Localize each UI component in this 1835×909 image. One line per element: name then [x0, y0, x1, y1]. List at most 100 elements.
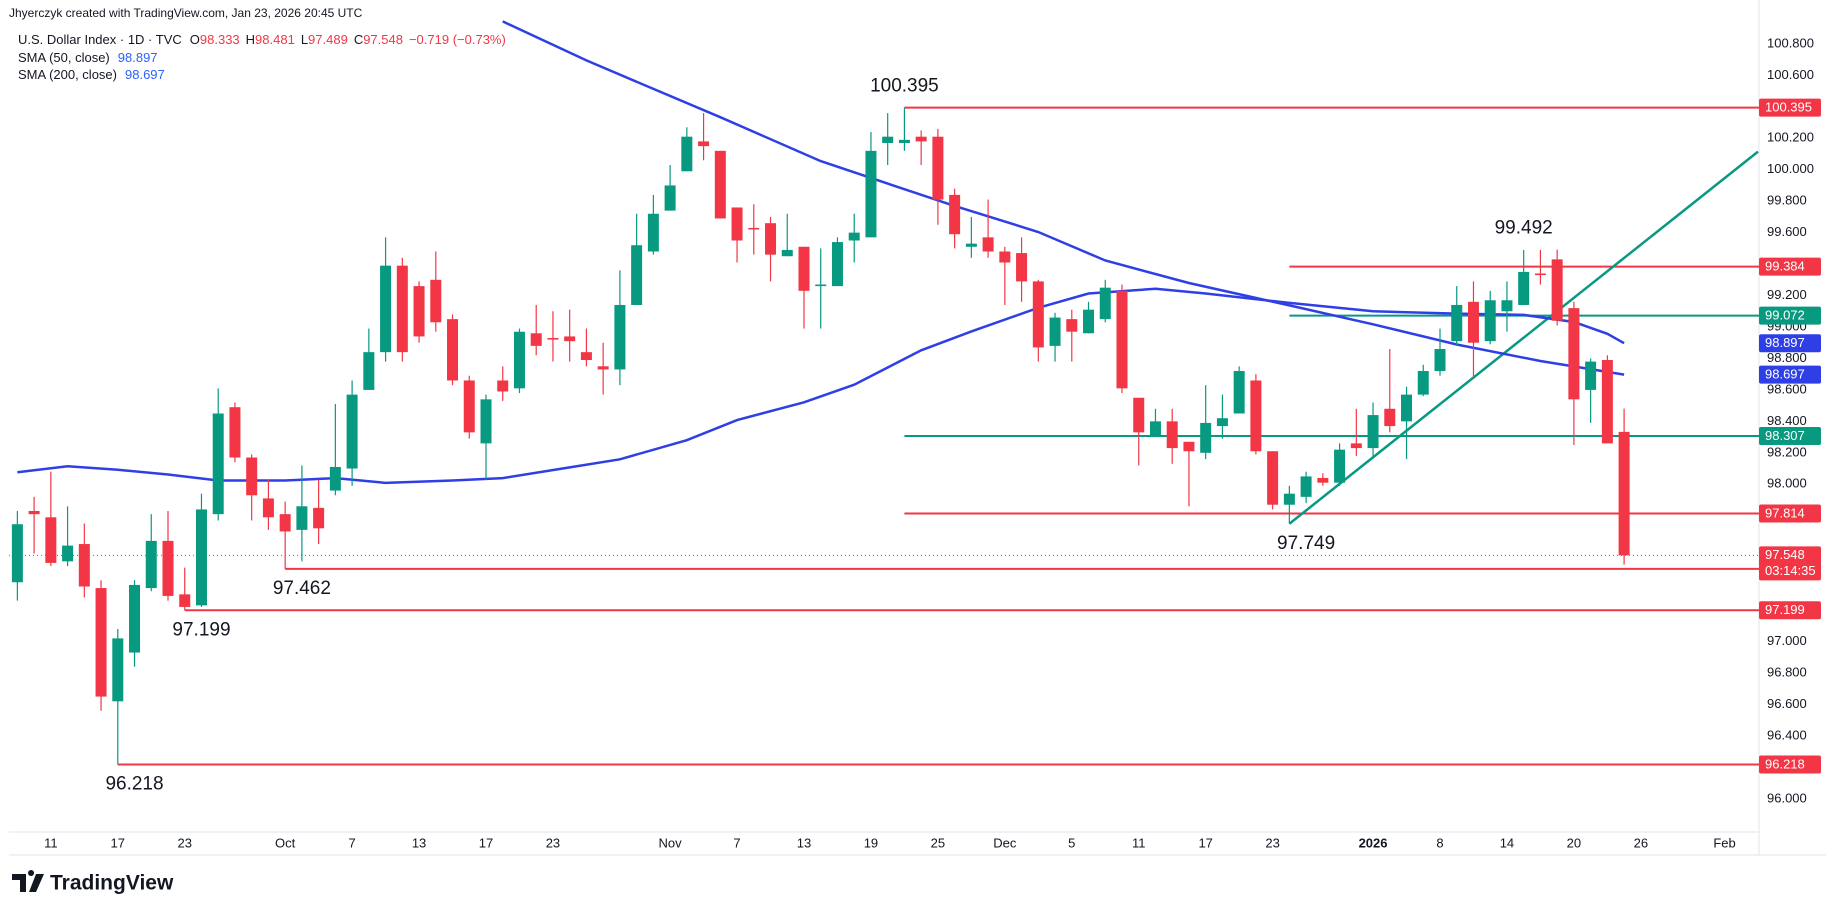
sma-line [502, 20, 1625, 376]
candle-body [530, 333, 542, 346]
level-label-box [1759, 98, 1821, 117]
candle-body [396, 265, 408, 353]
annotation: 97.749 [1277, 533, 1335, 554]
y-tick-label: 99.800 [1767, 193, 1807, 208]
candle-body [329, 466, 341, 491]
candle-body [346, 394, 358, 469]
candle-body [380, 265, 392, 353]
candle-body [731, 207, 743, 241]
plot [9, 20, 1759, 766]
candle-body [1618, 431, 1630, 556]
candle-body [1200, 422, 1212, 453]
sma-value: 98.897 [118, 50, 158, 65]
x-tick-label: 23 [546, 835, 560, 850]
level-label-box [1759, 257, 1821, 276]
candle-body [1133, 397, 1145, 433]
x-tick-label: 20 [1567, 835, 1581, 850]
x-tick-label: 17 [111, 835, 125, 850]
candle-body [815, 284, 827, 287]
candle-body [1501, 300, 1513, 312]
candle-body [463, 380, 475, 433]
x-tick-label: 5 [1068, 835, 1075, 850]
candle-body [1233, 371, 1245, 414]
candle-body [313, 507, 325, 529]
candle-body [262, 498, 274, 518]
level-label-text: 99.072 [1765, 308, 1805, 323]
candle-body [882, 136, 894, 143]
countdown: 03:14:35 [1765, 563, 1816, 578]
x-tick-label: 2026 [1359, 835, 1388, 850]
y-tick-label: 98.200 [1767, 444, 1807, 459]
letter: C [354, 32, 363, 47]
candle-body [62, 545, 74, 562]
logo-text: TradingView [50, 872, 174, 895]
candle-body [413, 286, 425, 337]
candle-body [999, 251, 1011, 263]
candle-body [564, 336, 576, 342]
candle-body [1467, 301, 1479, 343]
candle-body [698, 141, 710, 147]
x-tick-label: 13 [412, 835, 426, 850]
x-tick-label: 25 [931, 835, 945, 850]
candle-body [714, 150, 726, 219]
candle-body [195, 509, 207, 606]
annotation: 96.218 [105, 774, 163, 795]
candle-body [28, 511, 40, 515]
x-tick-label: Nov [659, 835, 683, 850]
candle-body [982, 237, 994, 252]
trendline [1288, 150, 1759, 525]
y-tick-label: 98.600 [1767, 381, 1807, 396]
open-value: 98.333 [200, 32, 240, 47]
candle-body [11, 524, 23, 583]
x-tick-label: 7 [348, 835, 355, 850]
price-label-box [1759, 546, 1821, 581]
candle-body [848, 232, 860, 241]
candle-body [1250, 380, 1262, 452]
sma-line [17, 287, 1625, 485]
candle-body [1166, 421, 1178, 449]
x-tick-label: 26 [1634, 835, 1648, 850]
annotation: 99.492 [1495, 218, 1553, 239]
candle-body [45, 517, 57, 563]
candle-body [1066, 319, 1078, 332]
candle-body [681, 136, 693, 172]
x-tick-label: 14 [1500, 835, 1514, 850]
candle-body [1417, 371, 1429, 395]
candle-body [1384, 408, 1396, 427]
candle-body [580, 352, 592, 361]
candle-body [1484, 300, 1496, 342]
sma-value: 98.697 [125, 67, 165, 82]
candle-body [1032, 281, 1044, 348]
candle-body [1401, 394, 1413, 422]
x-tick-label: Dec [993, 835, 1017, 850]
x-tick-label: 11 [44, 835, 58, 850]
candle-body [179, 594, 191, 607]
change: −0.719 (−0.73%) [409, 32, 506, 47]
letter: L [301, 32, 308, 47]
level-label-text: 99.384 [1765, 259, 1805, 274]
candle-body [447, 319, 459, 381]
candle-body [145, 540, 157, 589]
price-label-text: 97.548 [1765, 547, 1805, 562]
annotation: 100.395 [870, 76, 939, 97]
annotation: 97.199 [172, 619, 230, 640]
candle-body [279, 514, 291, 532]
candle-body [1283, 493, 1295, 505]
candle-body [246, 457, 258, 496]
sma-name: SMA (200, close) [18, 67, 117, 82]
candle-body [1149, 421, 1161, 438]
sma-label-box [1759, 365, 1821, 384]
x-tick-label: 13 [797, 835, 811, 850]
level-label-box [1759, 755, 1821, 774]
level-label-text: 96.218 [1765, 756, 1805, 771]
candle-body [229, 407, 241, 458]
x-tick-label: 19 [864, 835, 878, 850]
annotation: 97.462 [273, 578, 331, 599]
candle-body [664, 185, 676, 211]
level-label-text: 98.307 [1765, 428, 1805, 443]
candle-body [112, 638, 124, 702]
level-label-text: 100.395 [1765, 100, 1812, 115]
